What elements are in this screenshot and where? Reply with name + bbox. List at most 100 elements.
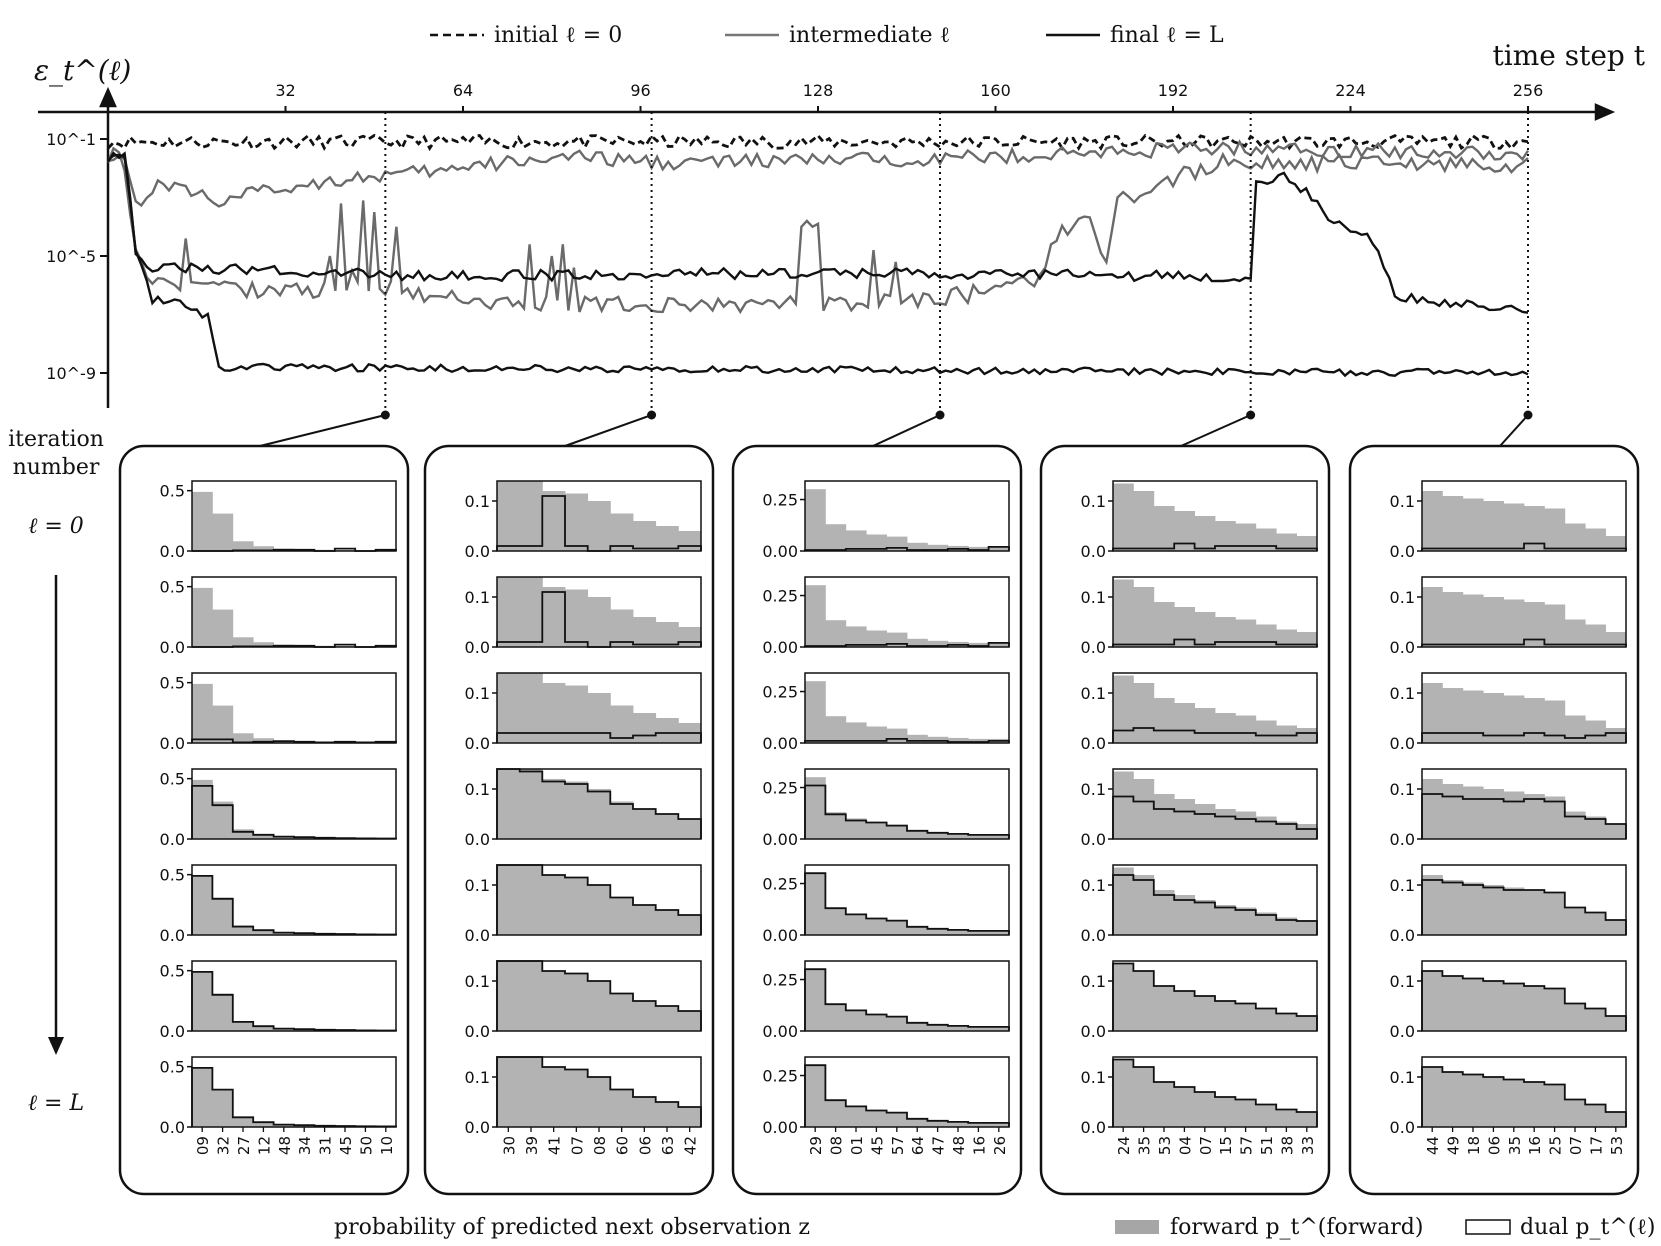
dual-step-line — [1421, 970, 1627, 1031]
histogram-axes-frame — [191, 768, 397, 840]
forward-bar — [655, 1006, 679, 1031]
hist-category-label: 10 — [378, 1136, 396, 1155]
forward-bar — [1503, 983, 1525, 1031]
histogram-axes-frame — [1112, 480, 1318, 552]
legend-intermediate-label: intermediate ℓ — [789, 23, 950, 48]
forward-bar — [1605, 536, 1627, 551]
hist-category-label: 07 — [1567, 1136, 1585, 1155]
series-line-1 — [107, 139, 1530, 208]
forward-bar — [1276, 1109, 1297, 1127]
forward-bar — [825, 812, 847, 839]
forward-bar — [633, 905, 657, 935]
forward-bar — [1503, 503, 1525, 551]
forward-bar — [1194, 1092, 1216, 1127]
forward-bar — [1544, 1084, 1566, 1127]
hist-category-label: 64 — [909, 1136, 927, 1155]
forward-bar — [678, 1011, 702, 1031]
histogram-x-label: probability of predicted next observatio… — [334, 1215, 810, 1240]
forward-bar — [1296, 824, 1318, 839]
hist-category-label: 08 — [591, 1136, 609, 1155]
forward-bar — [1235, 619, 1257, 647]
layer-bottom-label: ℓ = L — [28, 1091, 84, 1116]
series-lines — [106, 133, 1530, 378]
forward-bar — [678, 819, 702, 839]
forward-bar — [1422, 491, 1443, 551]
forward-bar — [805, 681, 826, 743]
forward-bar — [988, 1122, 1010, 1127]
forward-bar — [587, 885, 611, 935]
forward-bar — [678, 531, 702, 551]
histogram-axes-frame — [804, 672, 1010, 744]
iteration-label-line1: iteration — [8, 427, 104, 452]
x-tick-label: 160 — [980, 81, 1011, 100]
forward-bar — [610, 1089, 634, 1127]
dual-step-line — [1112, 874, 1318, 935]
forward-bar — [927, 736, 949, 743]
forward-bar — [1585, 1104, 1606, 1127]
hist-y-tick-label: 0.0 — [1081, 830, 1106, 849]
forward-bar — [1585, 1008, 1606, 1031]
forward-bar — [907, 1118, 928, 1127]
forward-bar — [1133, 587, 1155, 647]
hist-y-tick-label: 0.00 — [762, 830, 798, 849]
forward-bar — [1215, 521, 1236, 551]
forward-bar — [519, 577, 543, 647]
hist-category-label: 26 — [991, 1136, 1009, 1155]
hist-y-tick-label: 0.0 — [1390, 830, 1415, 849]
forward-bar — [497, 961, 521, 1031]
forward-bar — [866, 822, 887, 839]
y-tick-label: 10^-1 — [46, 130, 96, 149]
forward-bar — [253, 1026, 274, 1031]
forward-bar — [253, 546, 274, 551]
hist-category-label: 07 — [1197, 1136, 1215, 1155]
dual-step-line — [804, 1064, 1010, 1127]
hist-category-label: 24 — [1115, 1136, 1133, 1155]
hist-category-label: 08 — [828, 1136, 846, 1155]
forward-bar — [968, 930, 989, 935]
forward-bar — [927, 544, 949, 551]
forward-bar — [886, 1016, 908, 1031]
forward-bar — [1194, 900, 1216, 935]
hist-y-tick-label: 0.25 — [762, 587, 798, 606]
forward-bar — [1174, 895, 1195, 935]
hist-category-label: 34 — [296, 1136, 314, 1155]
forward-bar — [565, 781, 589, 839]
forward-bar — [907, 542, 928, 551]
histogram-axes-frame — [496, 480, 702, 552]
forward-bar — [1524, 986, 1545, 1031]
histogram-panels: 0.00.50.00.50.00.50.00.50.00.50.00.50.00… — [118, 444, 1640, 1196]
histogram-panel-4: 0.0 0.1 0.0 0.1 0.0 0.1 0.0 0.1 0.0 0.1 0.0 0.1 0.0 0… — [1348, 444, 1640, 1196]
forward-bar — [1503, 887, 1525, 935]
forward-bar — [519, 865, 543, 935]
hist-y-tick-label: 0.25 — [762, 491, 798, 510]
forward-bar — [192, 587, 213, 647]
forward-bar — [825, 716, 847, 743]
forward-bar — [1255, 720, 1277, 743]
hist-y-tick-label: 0.0 — [1390, 542, 1415, 561]
forward-bar — [1174, 607, 1195, 647]
forward-bar — [1544, 796, 1566, 839]
forward-bar — [232, 829, 254, 839]
hist-y-tick-label: 0.5 — [160, 482, 185, 501]
dual-step-line — [804, 872, 1010, 935]
forward-bar — [655, 526, 679, 551]
legend-final-label: final ℓ = L — [1110, 23, 1224, 48]
series-line-0 — [106, 133, 1529, 152]
histogram-axes-frame — [1112, 1056, 1318, 1128]
hist-y-tick-label: 0.1 — [1081, 972, 1106, 991]
forward-bar — [1296, 920, 1318, 935]
forward-bar — [1564, 523, 1586, 551]
forward-bar — [1605, 1016, 1627, 1031]
forward-bar — [212, 1089, 234, 1127]
hist-category-label: 16 — [1526, 1136, 1544, 1155]
histogram-axes-frame — [804, 480, 1010, 552]
hist-y-tick-label: 0.1 — [465, 1068, 490, 1087]
forward-bar — [1585, 720, 1606, 743]
x-tick-label: 96 — [630, 81, 650, 100]
layer-top-label: ℓ = 0 — [28, 514, 84, 539]
hist-category-label: 32 — [215, 1136, 233, 1155]
hist-y-tick-label: 0.1 — [465, 972, 490, 991]
hist-y-tick-label: 0.0 — [465, 734, 490, 753]
histogram-axes-frame — [191, 1056, 397, 1128]
hist-y-tick-label: 0.0 — [160, 1118, 185, 1137]
